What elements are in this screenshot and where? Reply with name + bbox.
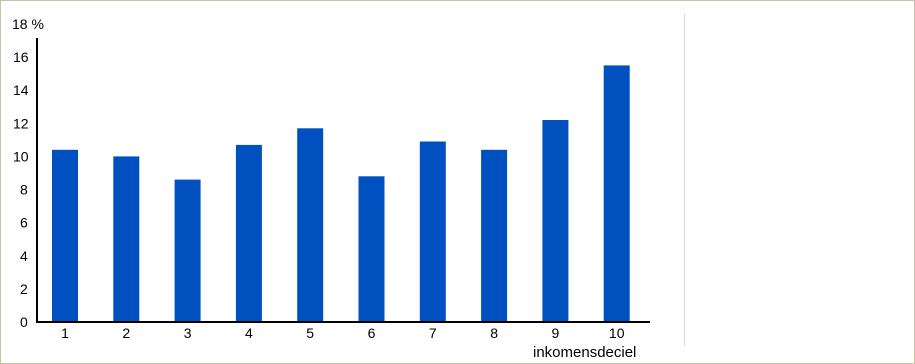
y-tick-label: 16 bbox=[13, 49, 29, 65]
bar-2 bbox=[113, 156, 140, 322]
x-tick-labels: 1 2 3 4 5 6 7 8 9 10 bbox=[61, 325, 625, 341]
x-tick-label: 10 bbox=[609, 325, 625, 341]
bar-7 bbox=[419, 141, 446, 322]
x-tick-label: 9 bbox=[552, 325, 560, 341]
y-tick-label: 12 bbox=[13, 115, 29, 131]
x-tick-label: 8 bbox=[490, 325, 498, 341]
y-tick-label: 6 bbox=[20, 215, 28, 231]
x-tick-label: 4 bbox=[245, 325, 253, 341]
y-tick-label: 10 bbox=[13, 148, 29, 164]
y-tick-label: 4 bbox=[20, 248, 28, 264]
x-tick-label: 2 bbox=[122, 325, 130, 341]
x-tick-label: 5 bbox=[306, 325, 314, 341]
y-tick-label: 2 bbox=[20, 281, 28, 297]
bar-8 bbox=[481, 149, 508, 322]
y-tick-label: 14 bbox=[13, 82, 29, 98]
x-tick-label: 6 bbox=[368, 325, 376, 341]
bar-9 bbox=[542, 120, 569, 322]
bar-6 bbox=[358, 176, 385, 322]
y-tick-label: 18 % bbox=[12, 16, 44, 32]
bar-1 bbox=[52, 149, 78, 322]
y-tick-labels: 0 2 4 6 8 10 12 14 16 18 % bbox=[12, 16, 44, 330]
x-tick-label: 3 bbox=[184, 325, 192, 341]
bar-3 bbox=[174, 179, 201, 322]
panel-divider bbox=[684, 14, 685, 346]
bars-group bbox=[52, 65, 630, 323]
x-tick-label: 7 bbox=[429, 325, 437, 341]
y-tick-label: 8 bbox=[20, 182, 28, 198]
x-tick-label: 1 bbox=[61, 325, 69, 341]
y-tick-label: 0 bbox=[20, 314, 28, 330]
bar-4 bbox=[235, 144, 262, 322]
x-axis-label: inkomensdeciel bbox=[533, 344, 636, 361]
bar-5 bbox=[297, 128, 324, 322]
bar-10 bbox=[603, 65, 630, 323]
